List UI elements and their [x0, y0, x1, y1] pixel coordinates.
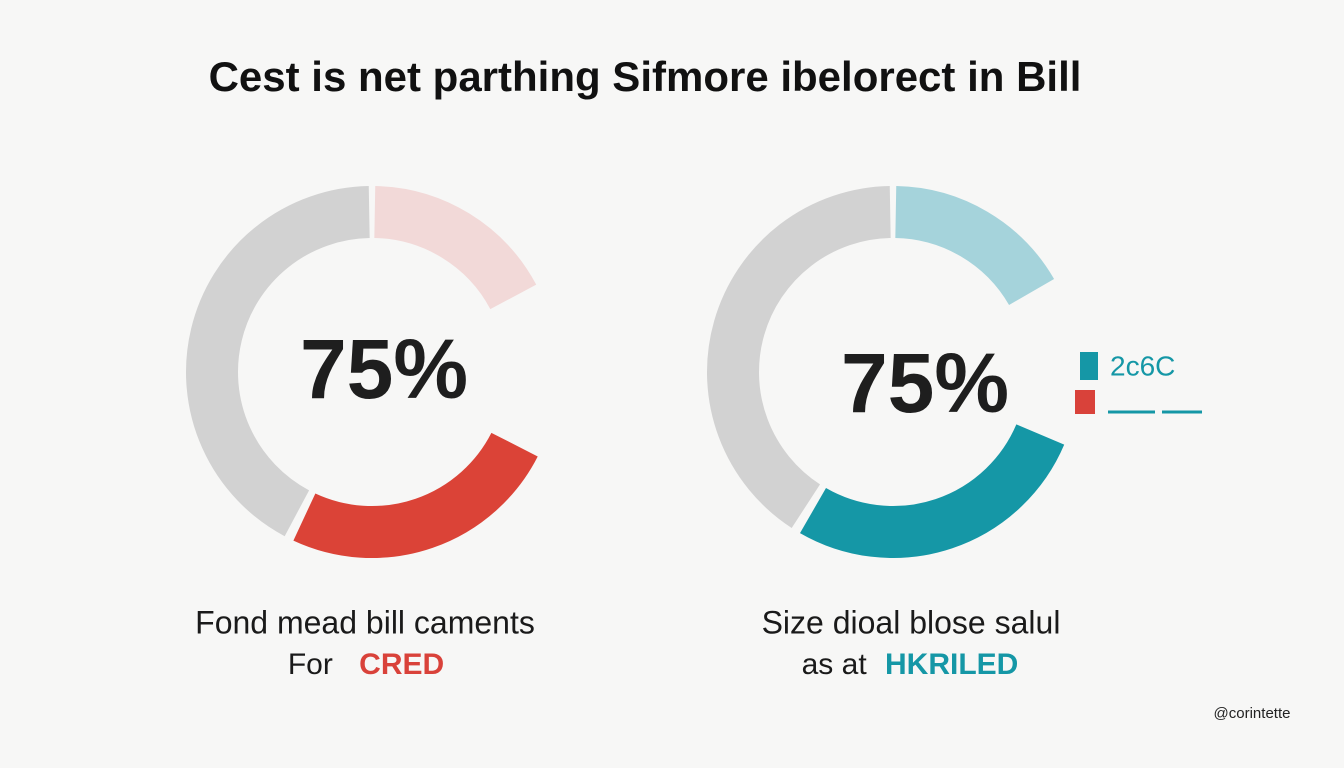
caption-highlight: HKRILED: [885, 648, 1018, 681]
caption-prefix: as at: [802, 648, 868, 681]
center-label: 75%: [300, 322, 468, 416]
center-label: 75%: [841, 336, 1009, 430]
title: Cest is net parthing Sifmore ibelorect i…: [209, 53, 1082, 100]
legend-swatch: [1080, 352, 1098, 380]
donut-segment: [707, 186, 892, 528]
legend-label: 2c6C: [1110, 350, 1175, 381]
donuts: [186, 186, 1065, 558]
caption-highlight: CRED: [359, 648, 444, 681]
donut-segment: [894, 186, 1055, 306]
watermark: @corintette: [1214, 705, 1291, 722]
donut-segment: [800, 423, 1065, 558]
legend-swatch: [1075, 390, 1095, 414]
caption-line: as at HKRILED: [802, 648, 1019, 681]
donut-segment: [186, 186, 371, 537]
donut-segment: [373, 186, 537, 310]
caption-prefix: For: [288, 648, 333, 681]
caption: Size dioal blose salul: [762, 604, 1061, 640]
donut-segment: [293, 432, 538, 558]
caption-line: For CRED: [288, 648, 444, 681]
caption: Fond mead bill caments: [195, 604, 535, 640]
